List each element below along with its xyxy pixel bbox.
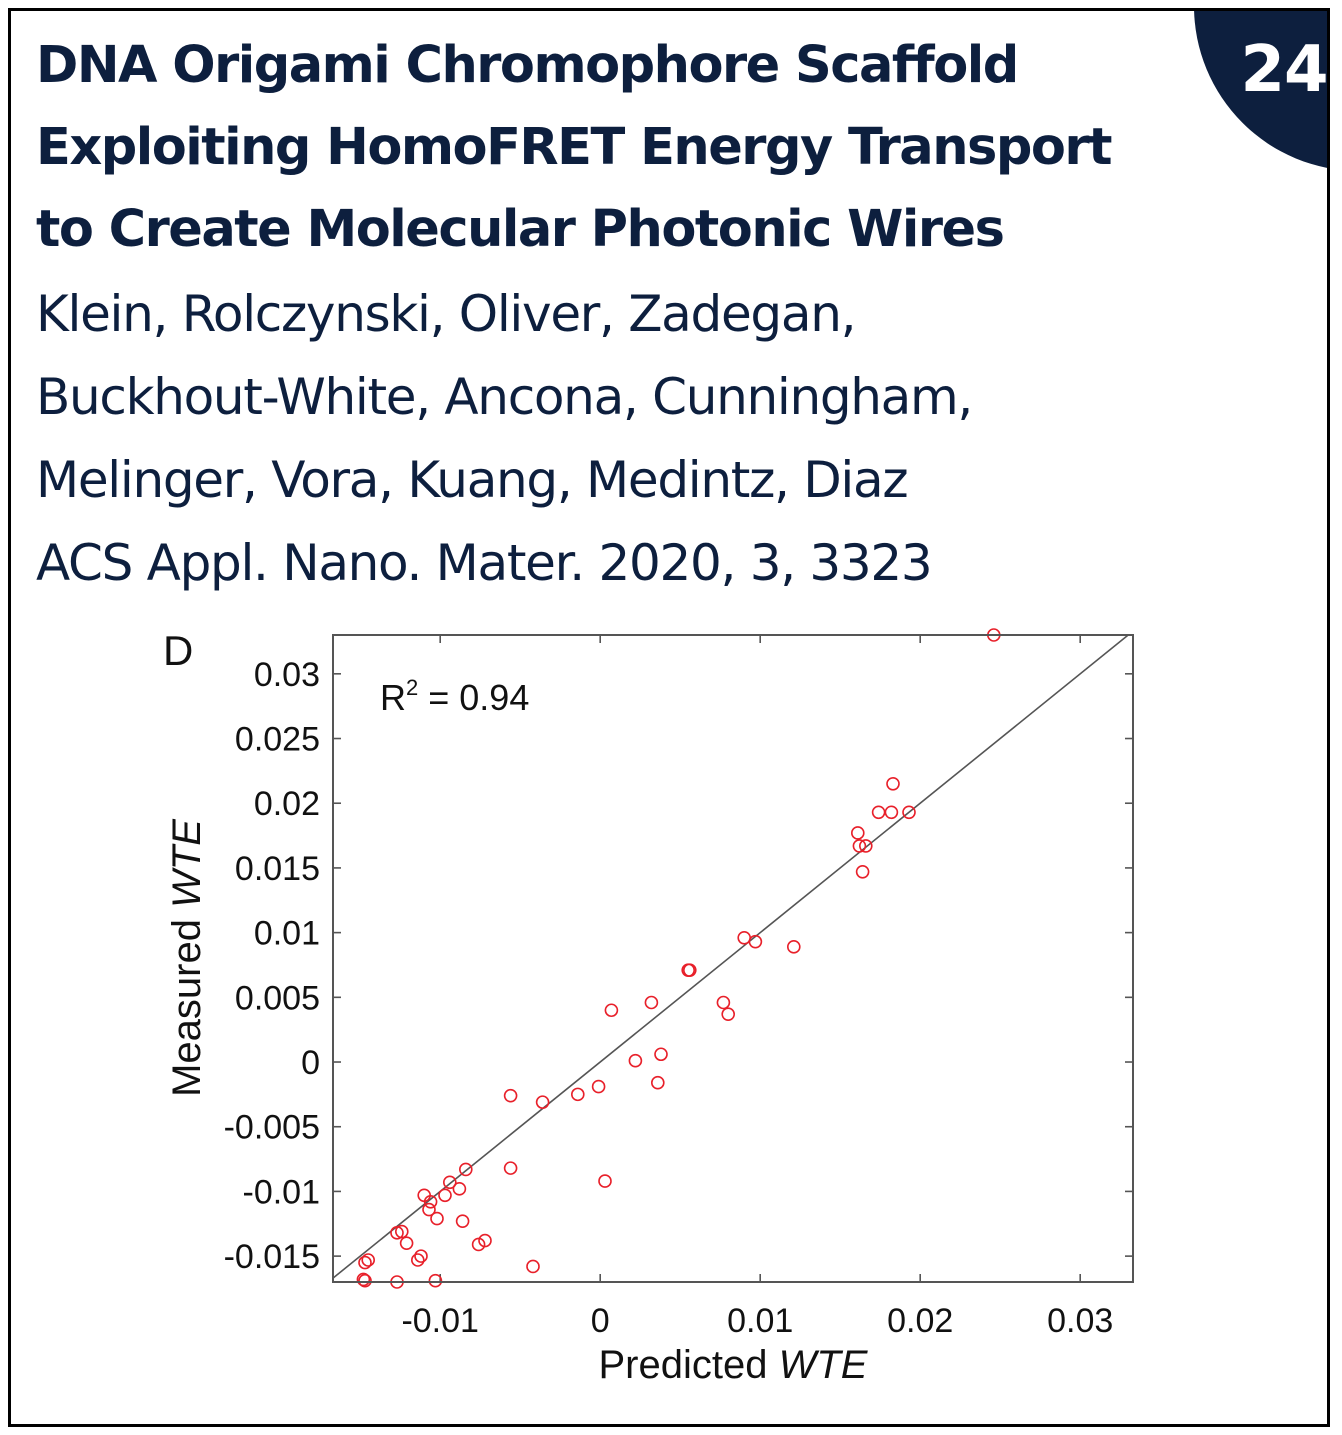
data-point [423,1194,438,1209]
data-point [682,963,697,977]
data-point [858,839,873,853]
data-point [570,1087,585,1102]
y-tick-label: -0.01 [243,1173,321,1211]
y-tick-label: 0.02 [254,785,320,823]
data-point [654,1047,668,1062]
panel-label: D [163,627,193,674]
citation: ACS Appl. Nano. Mater. 2020, 3, 3323 [36,534,933,592]
y-tick-label: 0 [301,1044,320,1082]
data-point [399,1236,414,1250]
author-line: Melinger, Vora, Kuang, Medintz, Diaz [36,451,909,509]
data-point [361,1253,376,1267]
x-axis-title-plain: Predicted [599,1343,779,1387]
data-point [871,805,886,820]
data-point [526,1259,540,1274]
x-axis-title: Predicted WTE [599,1343,869,1387]
data-point [442,1175,457,1190]
data-point [430,1211,444,1226]
reference-line-layer [332,634,1129,1279]
annotation-superscript: 2 [406,675,418,700]
x-tick-label: 0.03 [1047,1302,1113,1340]
data-point [471,1237,486,1252]
data-point [598,1174,612,1188]
reference-line [332,634,1129,1279]
data-point [503,1088,518,1103]
data-point [852,839,867,853]
y-tick-label: 0.005 [235,979,320,1017]
paper-meta: Klein, Rolczynski, Oliver, Zadegan, Buck… [36,273,1296,605]
x-tick-label: 0.02 [887,1302,953,1340]
x-tick-label: 0.01 [727,1302,793,1340]
annotation-suffix: = 0.94 [418,677,529,718]
plot-frame [332,634,1134,1283]
y-tick-label: 0.025 [235,721,320,759]
data-point [438,1188,452,1203]
x-tick-label: -0.01 [401,1302,479,1340]
data-point [390,1226,404,1240]
y-tick-label: 0.01 [254,915,320,953]
data-point [628,1053,643,1068]
paper-card: 24 DNA Origami Chromophore Scaffold Expl… [8,8,1330,1427]
data-point [886,777,900,791]
title-line: Exploiting HomoFRET Energy Transport [36,118,1112,177]
x-axis-title-italic: WTE [779,1343,869,1387]
data-point [428,1273,443,1288]
author-line: Buckhout-White, Ancona, Cunningham, [36,368,973,426]
data-point [356,1272,371,1287]
data-point [591,1079,606,1094]
y-tick-label: -0.015 [224,1238,320,1276]
r-squared-annotation: R2 = 0.94 [380,675,529,718]
data-point [414,1249,428,1263]
y-axis-title-plain: Measured [165,908,209,1097]
data-point [650,1075,665,1090]
y-axis-title-italic: WTE [165,818,209,908]
data-point [786,940,801,954]
data-point [721,1007,736,1021]
data-point [535,1095,550,1109]
data-point [410,1253,425,1267]
data-point [503,1161,518,1175]
data-point [737,930,752,945]
badge-number: 24 [1240,33,1328,107]
data-point [604,1003,619,1018]
author-line: Klein, Rolczynski, Oliver, Zadegan, [36,285,856,343]
annotation-prefix: R [380,677,406,718]
data-points-layer [356,628,1001,1289]
title-line: DNA Origami Chromophore Scaffold [36,36,1019,95]
y-axis-title: Measured WTE [165,818,209,1097]
data-point [902,805,916,820]
data-point [458,1162,473,1177]
y-tick-label: -0.005 [224,1109,320,1147]
data-point [422,1202,436,1217]
paper-title: DNA Origami Chromophore Scaffold Exploit… [36,25,1236,271]
x-tick-label: 0 [591,1302,610,1340]
data-point [452,1182,467,1196]
data-point [644,995,659,1010]
tick-layer: -0.01 0 0.01 0.02 0.03 -0.015 -0.01 -0.005 0 0.00… [224,635,1133,1340]
data-point [358,1273,372,1288]
data-point [358,1255,372,1270]
data-point [850,826,865,840]
data-point [855,865,870,879]
y-tick-label: 0.015 [235,850,320,888]
title-line: to Create Molecular Photonic Wires [36,200,1005,259]
y-tick-label: 0.03 [254,656,320,694]
data-point [455,1214,470,1228]
data-point [716,995,731,1010]
data-point [884,805,899,820]
data-point [748,934,763,949]
